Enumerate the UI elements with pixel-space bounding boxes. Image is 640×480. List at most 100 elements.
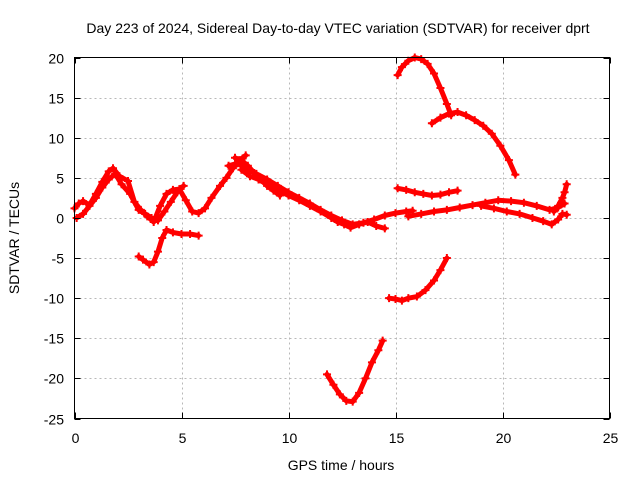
data-point <box>468 201 477 210</box>
data-point <box>117 180 126 189</box>
data-series <box>70 53 571 406</box>
axis-ticks <box>74 57 611 420</box>
data-point <box>355 388 364 397</box>
data-point <box>207 193 216 202</box>
y-tick-label: -15 <box>44 331 64 347</box>
series-line <box>478 203 570 227</box>
data-point <box>363 217 372 226</box>
data-point <box>275 191 284 200</box>
data-point <box>370 215 379 224</box>
data-point <box>243 161 252 170</box>
data-point <box>335 390 344 399</box>
axis-tick-labels: 0 5 10 15 20 25 -25 -20 -15 -10 -5 0 5 10 15 20 <box>44 51 619 447</box>
data-point <box>430 69 439 78</box>
data-point <box>168 228 177 237</box>
data-point <box>427 191 436 200</box>
data-point <box>479 121 488 130</box>
data-point <box>153 216 162 225</box>
data-point <box>562 180 571 189</box>
data-point <box>327 213 336 222</box>
data-point <box>284 191 293 200</box>
data-point <box>489 204 498 213</box>
data-point <box>442 254 451 263</box>
data-point <box>149 258 158 267</box>
data-point <box>442 100 451 109</box>
y-tick-label: 10 <box>48 131 64 147</box>
data-point <box>124 177 132 186</box>
data-point <box>380 224 389 233</box>
x-tick-label: 5 <box>179 430 187 446</box>
data-point <box>361 374 370 383</box>
data-point <box>393 71 402 80</box>
data-point <box>179 181 188 190</box>
series-track-2 <box>72 169 188 225</box>
data-point <box>380 211 389 220</box>
data-point <box>126 189 135 198</box>
data-point <box>410 188 419 197</box>
x-tick-label: 10 <box>282 430 298 446</box>
series-line <box>324 338 386 405</box>
data-point <box>160 207 169 216</box>
data-point <box>316 207 325 216</box>
data-point <box>391 294 400 303</box>
data-point <box>397 63 406 72</box>
data-point <box>329 380 338 389</box>
x-tick-label: 15 <box>389 430 405 446</box>
grid-lines <box>74 57 610 419</box>
data-point <box>445 188 453 197</box>
data-point <box>412 292 421 301</box>
data-point <box>393 184 402 193</box>
data-point <box>445 109 453 118</box>
data-point <box>269 186 278 195</box>
data-point <box>241 151 250 160</box>
data-point <box>141 209 150 218</box>
data-point <box>91 193 100 202</box>
data-point <box>355 220 364 229</box>
data-point <box>455 203 464 212</box>
data-point <box>436 113 445 122</box>
x-axis-label: GPS time / hours <box>288 457 395 473</box>
data-point <box>109 164 118 173</box>
series-track-3 <box>134 225 203 269</box>
data-point <box>391 209 400 218</box>
data-point <box>224 161 233 170</box>
data-point <box>436 190 445 199</box>
data-point <box>79 209 88 218</box>
data-point <box>263 181 272 190</box>
data-point <box>417 209 426 218</box>
data-point <box>134 252 143 261</box>
x-tick-label: 25 <box>603 430 619 446</box>
data-point <box>138 255 147 264</box>
data-point <box>111 169 120 178</box>
data-point <box>134 205 143 214</box>
data-point <box>453 186 462 195</box>
data-point <box>515 209 524 218</box>
x-tick-label: 0 <box>72 430 80 446</box>
data-point <box>462 111 471 120</box>
data-point <box>256 175 265 184</box>
series-track-11 <box>393 184 462 200</box>
data-point <box>194 231 203 240</box>
data-point <box>430 276 439 285</box>
data-point <box>417 55 426 64</box>
data-point <box>502 207 511 216</box>
data-point <box>147 213 156 222</box>
data-point <box>177 229 186 238</box>
data-point <box>173 188 182 197</box>
series-track-6 <box>231 153 284 200</box>
data-point <box>547 220 556 229</box>
data-point <box>372 221 381 230</box>
data-point <box>470 116 479 125</box>
series-track-7 <box>323 336 387 406</box>
data-point <box>430 207 439 216</box>
data-point <box>181 196 190 205</box>
data-point <box>549 207 558 216</box>
data-point <box>404 294 413 303</box>
data-point <box>104 167 113 176</box>
y-tick-label: 20 <box>48 51 64 67</box>
data-point <box>442 205 451 214</box>
y-tick-label: 15 <box>48 91 64 107</box>
data-point <box>528 213 537 222</box>
